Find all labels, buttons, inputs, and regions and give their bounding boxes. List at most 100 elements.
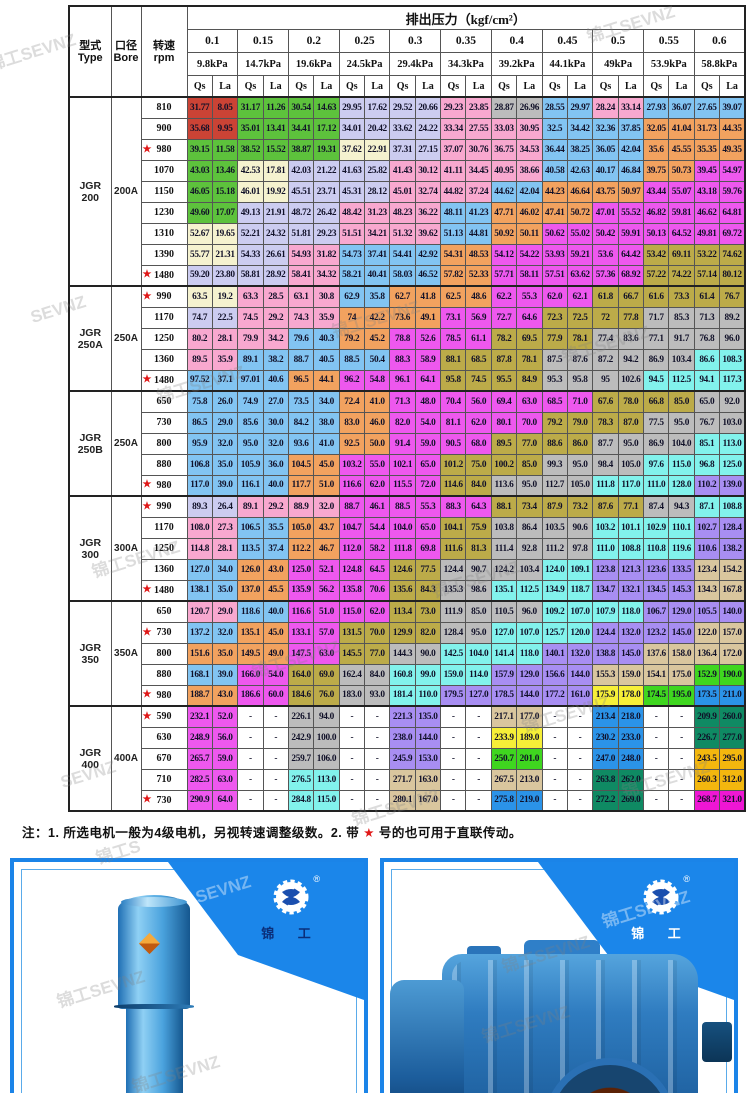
qs-cell: -: [541, 726, 568, 749]
la-cell: 144.0: [516, 684, 543, 707]
qs-cell: 113.5: [237, 537, 264, 560]
qs-cell: -: [237, 768, 264, 791]
qs-cell: 37.07: [440, 138, 467, 161]
qs-cell: 177.2: [541, 684, 568, 707]
la-cell: 103.0: [719, 411, 746, 434]
la-cell: 105.0: [617, 453, 644, 476]
rpm-cell: 730: [140, 411, 188, 434]
la-cell: 83.6: [617, 327, 644, 350]
rpm-value: 1250: [154, 333, 174, 344]
qs-cell: 162.4: [338, 663, 366, 686]
qs-cell: 54.31: [440, 243, 467, 266]
la-cell: 103.4: [668, 348, 695, 371]
qs-cell: 52.67: [186, 222, 213, 245]
la-cell: 46.02: [516, 201, 543, 224]
la-cell: 59.21: [566, 243, 594, 266]
qs-cell: 82.0: [389, 411, 416, 434]
la-cell: 74.5: [465, 369, 492, 392]
la-cell: 22.5: [211, 306, 239, 329]
la-cell: 50.4: [364, 348, 391, 371]
qs-cell: 41.11: [440, 159, 467, 182]
col-header-rpm-cn: 转速: [153, 39, 175, 52]
qs-cell: 93.6: [287, 432, 315, 455]
qs-cell: 96.5: [287, 369, 315, 392]
spec-row: 1170 74.7 22.5 74.5 29.2 74.3 35.9 74 42.2 73.6 49…: [69, 306, 746, 329]
qs-cell: 125.7: [541, 621, 568, 644]
qs-cell: 76.7: [693, 411, 721, 434]
la-cell: 48.6: [465, 285, 492, 308]
rpm-cell: 800: [140, 642, 188, 665]
la-cell: 60.0: [262, 684, 289, 707]
la-cell: 115.0: [668, 453, 695, 476]
qs-cell: 104.5: [287, 453, 315, 476]
model-line: JGR: [79, 536, 102, 549]
spec-row: 880 168.1 39.0 166.0 54.0 164.0 69.0 162.4 84.0 1…: [69, 663, 746, 686]
la-cell: 117.0: [617, 474, 644, 497]
spec-row: JGR 250A 250A ★ 990 63.5 19.2 63.3 28.5 63.1 30.8 6…: [68, 285, 746, 392]
la-cell: 59.0: [414, 432, 442, 455]
qs-cell: 89.5: [490, 432, 518, 455]
la-header: La: [313, 75, 340, 98]
rpm-value: 990: [156, 501, 172, 513]
kpa-header: 58.8kPa: [693, 52, 746, 76]
spec-row: 710 282.5 63.0- -276.5 113.0- -271.7 163.0- -26…: [69, 768, 746, 791]
la-cell: 19.65: [211, 222, 239, 245]
qs-cell: 248.9: [186, 726, 213, 749]
la-cell: 161.0: [566, 684, 594, 707]
qs-cell: 111.8: [592, 474, 619, 497]
la-cell: 42.92: [414, 243, 442, 266]
la-cell: 54.97: [719, 159, 746, 182]
la-cell: 128.4: [719, 516, 746, 539]
bore-cell: 400A: [110, 705, 142, 812]
rpm-value: 1480: [154, 584, 174, 596]
qs-cell: 160.8: [389, 663, 416, 686]
la-cell: 167.8: [719, 579, 746, 602]
la-cell: 42.04: [516, 180, 543, 203]
qs-cell: 259.7: [287, 747, 315, 770]
la-cell: 58.11: [516, 264, 543, 287]
la-cell: -: [262, 705, 289, 728]
la-cell: 219.0: [516, 789, 543, 812]
qs-cell: -: [541, 768, 568, 791]
qs-cell: 73.6: [389, 306, 416, 329]
qs-cell: 44.62: [490, 180, 518, 203]
la-cell: 76.0: [313, 684, 340, 707]
la-cell: -: [566, 726, 594, 749]
qs-cell: 89.1: [237, 495, 264, 518]
qs-cell: 88.7: [338, 495, 366, 518]
qs-cell: 272.2: [592, 789, 619, 812]
qs-cell: 54.93: [287, 243, 315, 266]
la-cell: 35.9: [313, 306, 340, 329]
la-cell: 24.32: [262, 222, 289, 245]
la-cell: 29.0: [211, 411, 239, 434]
la-cell: 64.6: [516, 306, 543, 329]
qs-cell: 94.5: [642, 369, 670, 392]
qs-cell: 88.3: [389, 348, 416, 371]
la-header: La: [668, 75, 695, 98]
qs-cell: 50.62: [541, 222, 568, 245]
qs-cell: 123.4: [693, 558, 721, 581]
rpm-cell: ★ 590: [140, 705, 188, 728]
la-cell: 27.0: [262, 390, 289, 413]
model-line: JGR: [79, 431, 102, 444]
table-title: 排出压力（kgf/cm²）: [186, 5, 746, 30]
spec-row: ★ 980 117.0 39.0 116.1 40.0 117.7 51.0 116.6 62.0…: [69, 474, 746, 497]
la-cell: 28.1: [211, 327, 239, 350]
la-cell: 85.0: [465, 600, 492, 623]
qs-cell: 173.5: [693, 684, 721, 707]
qs-cell: 31.77: [186, 96, 213, 119]
qs-cell: 72: [592, 306, 619, 329]
qs-cell: 99.3: [541, 453, 568, 476]
la-cell: 71.0: [566, 390, 594, 413]
qs-cell: 137.2: [186, 621, 213, 644]
qs-cell: 137.6: [642, 642, 670, 665]
qs-cell: 58.03: [389, 264, 416, 287]
la-cell: 37.1: [211, 369, 239, 392]
brand-logo: ® 锦 工: [614, 874, 708, 942]
qs-cell: 62.7: [389, 285, 416, 308]
la-cell: 109.1: [566, 558, 594, 581]
la-cell: 42.63: [566, 159, 594, 182]
model-line: 400: [81, 758, 100, 771]
qs-cell: 156.6: [541, 663, 568, 686]
qs-cell: 48.23: [389, 201, 416, 224]
